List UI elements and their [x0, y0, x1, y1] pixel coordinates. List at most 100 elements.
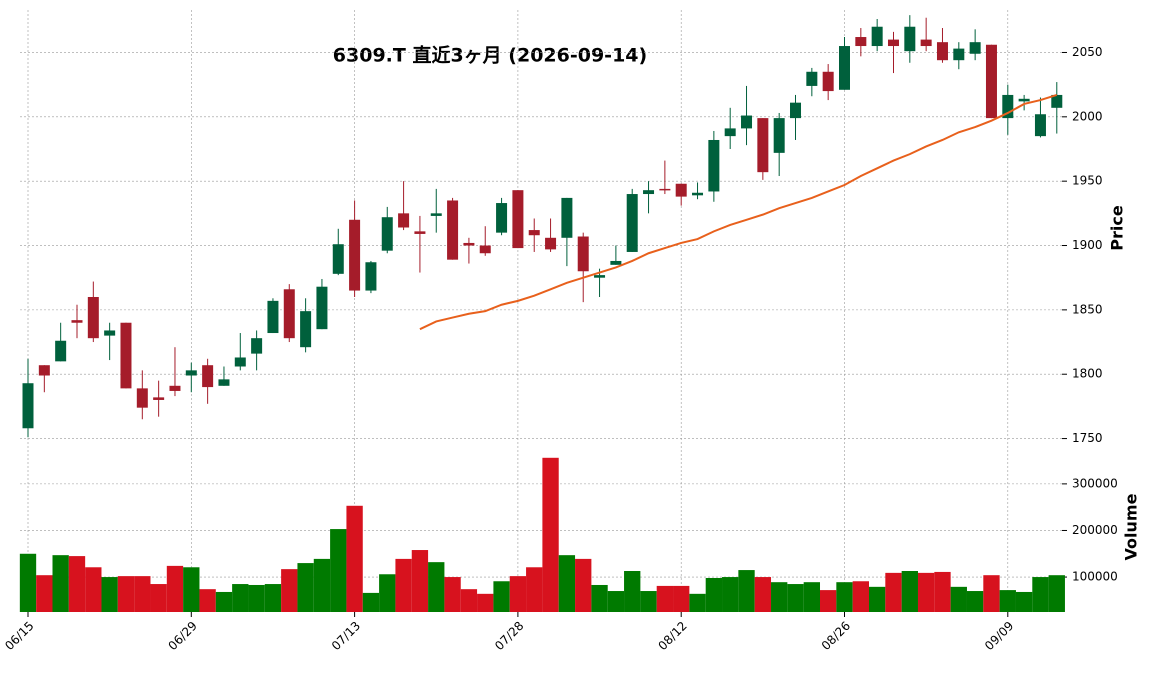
y-tick-label: 300000: [1072, 476, 1118, 490]
candle-body: [185, 370, 197, 376]
candle-body: [332, 244, 344, 274]
candle-body: [985, 44, 997, 119]
candle-body: [969, 42, 981, 54]
volume-bar: [52, 555, 69, 612]
volume-bar: [248, 584, 265, 612]
candle-body: [822, 71, 834, 92]
candle-body: [577, 236, 589, 272]
x-tick-label: 07/13: [329, 619, 363, 653]
y-tick-label: 100000: [1072, 570, 1118, 584]
candle-body: [218, 379, 230, 386]
candle-body: [300, 311, 312, 348]
volume-bar: [656, 585, 674, 612]
candle-body: [1034, 114, 1046, 137]
volume-bar: [313, 558, 331, 612]
candle-body: [594, 275, 606, 278]
volume-bar: [771, 582, 788, 612]
volume-bar: [754, 577, 772, 612]
candle-body: [381, 217, 393, 251]
volume-bar: [852, 581, 869, 612]
chart-title: 6309.T 直近3ヶ月 (2026-09-14): [333, 44, 647, 67]
candle-body: [202, 365, 214, 388]
y-axis-label: Price: [1108, 205, 1127, 251]
x-tick-label: 06/29: [166, 619, 200, 653]
candle-body: [87, 296, 99, 339]
candle-body: [806, 71, 818, 86]
volume-bar: [526, 567, 543, 612]
candle-body: [71, 320, 83, 323]
x-tick-label: 07/28: [492, 619, 526, 653]
candle-body: [153, 397, 165, 400]
volume-bar: [836, 582, 853, 612]
y-tick-label: 1750: [1072, 431, 1103, 445]
x-tick-label: 09/09: [982, 619, 1016, 653]
candle-body: [887, 39, 899, 47]
volume-bar: [885, 572, 902, 612]
candle-body: [936, 42, 948, 61]
volume-bar: [395, 558, 412, 612]
candle-body: [1018, 98, 1030, 102]
candle-body: [398, 213, 410, 228]
candle-body: [55, 340, 67, 362]
candle-body: [561, 197, 573, 238]
y-tick-label: 1900: [1072, 238, 1103, 252]
volume-bar: [362, 592, 380, 612]
candle-body: [545, 237, 557, 250]
volume-bar: [183, 567, 200, 612]
volume-bar: [493, 581, 510, 612]
volume-bar: [607, 591, 625, 612]
y-tick-label: 1800: [1072, 367, 1103, 381]
volume-bar: [68, 556, 86, 612]
moving-average-line: [419, 93, 1058, 331]
candle-body: [169, 385, 181, 391]
volume-bar: [117, 576, 135, 612]
candle-body: [528, 230, 540, 236]
candle-body: [414, 231, 426, 234]
candle-body: [479, 245, 491, 254]
candle-body: [251, 338, 263, 354]
volume-bar: [232, 584, 249, 612]
x-tick-label: 08/26: [819, 619, 853, 653]
volume-bar: [150, 584, 167, 612]
candle-body: [22, 383, 34, 429]
volume-bar: [428, 562, 445, 612]
volume-bar: [803, 582, 821, 612]
volume-bar: [624, 571, 641, 612]
volume-bar: [966, 591, 984, 612]
volume-bar: [820, 590, 837, 612]
candle-body: [430, 213, 442, 216]
volume-bar: [640, 591, 657, 612]
candle-body: [283, 289, 295, 339]
volume-bar: [983, 575, 1000, 612]
volume-bar: [1032, 577, 1049, 612]
candle-body: [871, 26, 883, 47]
candle-body: [626, 194, 638, 252]
candle-body: [365, 262, 377, 291]
volume-bar: [722, 577, 739, 612]
candle-body: [855, 37, 867, 47]
candle-body: [104, 330, 116, 336]
y-tick-label: 1950: [1072, 174, 1103, 188]
volume-bar: [411, 550, 429, 612]
volume-bar: [281, 569, 298, 612]
volume-bar: [379, 574, 396, 612]
candle-body: [904, 26, 916, 52]
candle-body: [692, 192, 704, 196]
candle-body: [610, 260, 622, 265]
volume-bar: [297, 563, 314, 612]
candle-body: [136, 388, 148, 408]
volume-bar: [509, 576, 527, 612]
volume-bar: [19, 553, 37, 612]
volume-bar: [738, 570, 755, 612]
volume-bar: [787, 584, 804, 612]
candle-body: [839, 46, 850, 90]
candle-body: [741, 115, 753, 129]
volume-bar: [264, 584, 282, 612]
volume-bar: [477, 593, 494, 612]
y-axis-label: Volume: [1122, 493, 1141, 560]
x-tick-label: 08/12: [655, 619, 689, 653]
volume-bar: [999, 590, 1016, 612]
candle-body: [757, 118, 769, 173]
candle-body: [659, 188, 671, 191]
volume-bar: [346, 505, 363, 612]
